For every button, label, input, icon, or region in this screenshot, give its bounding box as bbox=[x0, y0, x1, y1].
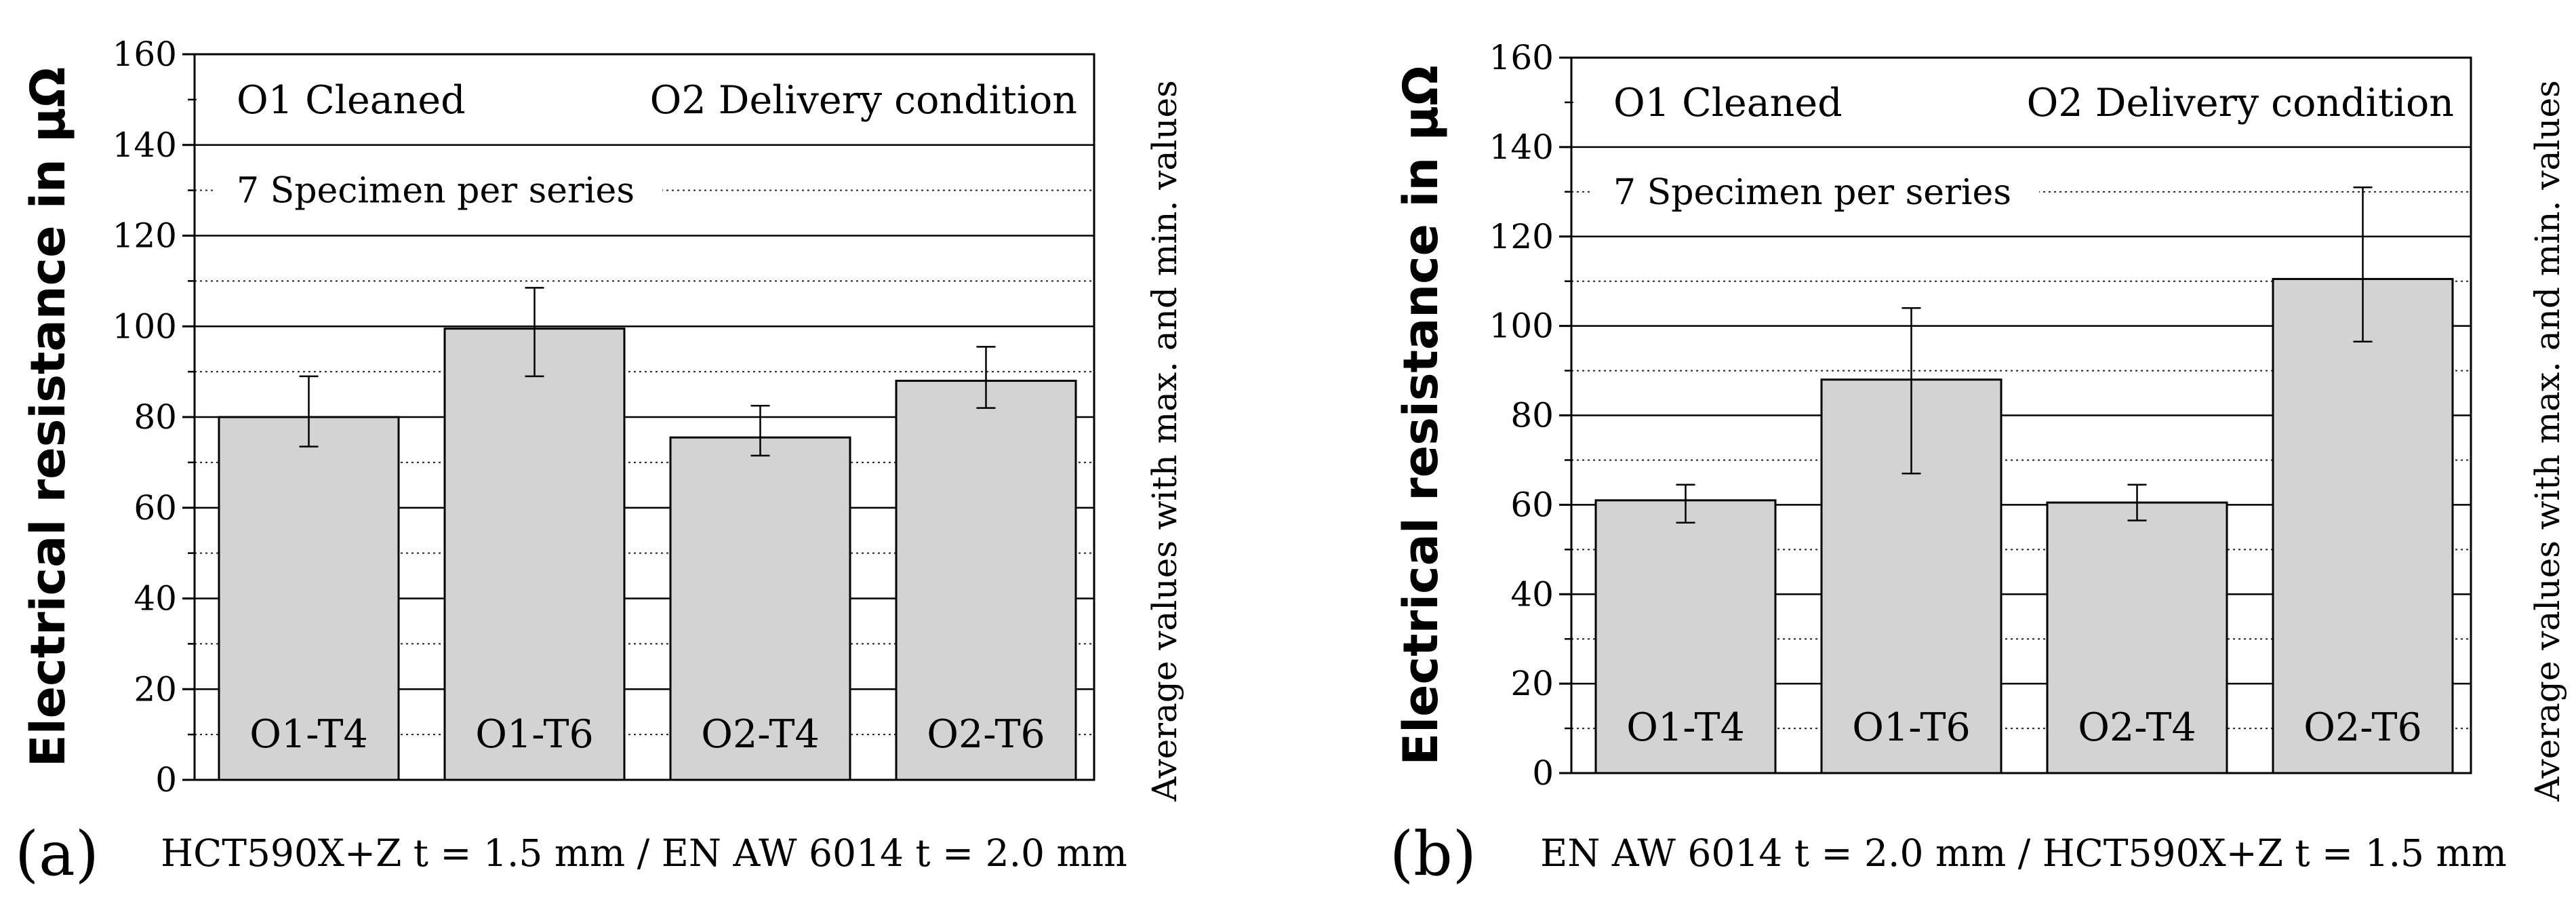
bar-o2-t6 bbox=[2272, 277, 2454, 774]
note-text: 7 Specimen per series bbox=[237, 171, 635, 212]
category-label: O2-T6 bbox=[927, 712, 1045, 757]
category-label: O2-T4 bbox=[701, 712, 820, 757]
category-label: O1-T6 bbox=[1852, 705, 1971, 750]
y-tick-label: 140 bbox=[1489, 127, 1554, 167]
panel-label: (b) bbox=[1390, 819, 1476, 890]
y-tick-label: 60 bbox=[134, 488, 177, 528]
bar-o1-t4 bbox=[218, 416, 400, 781]
bar-o2-t6 bbox=[895, 380, 1077, 781]
bar-o1-t6 bbox=[443, 328, 626, 781]
y-axis-label: Electrical resistance in μΩ bbox=[20, 67, 76, 767]
x-axis-label: HCT590X+Z t = 1.5 mm / EN AW 6014 t = 2.… bbox=[161, 831, 1127, 875]
x-axis-label: EN AW 6014 t = 2.0 mm / HCT590X+Z t = 1.… bbox=[1540, 831, 2507, 875]
y-tick-label: 80 bbox=[1510, 396, 1554, 435]
y-tick-label: 160 bbox=[1489, 38, 1554, 77]
y-tick-label: 120 bbox=[113, 216, 177, 256]
bar-o1-t4 bbox=[1594, 499, 1777, 774]
category-label: O2-T4 bbox=[2078, 705, 2196, 750]
y-tick-label: 80 bbox=[134, 397, 177, 437]
y-tick-label: 20 bbox=[134, 669, 177, 709]
category-label: O1-T4 bbox=[249, 712, 368, 757]
category-label: O1-T6 bbox=[475, 712, 594, 757]
note-background bbox=[215, 165, 662, 212]
y-tick-label: 40 bbox=[134, 579, 177, 618]
chart-panel-a: O1-T4 O1-T6 O2-T4 O2-T6 0 20 40 60 80 100 120 140 16… bbox=[15, 35, 1184, 890]
legend-band bbox=[197, 56, 1092, 144]
chart-panel-b: O1-T4 O1-T6 O2-T4 O2-T6 0 20 40 60 80 100 120 140 16… bbox=[1390, 38, 2567, 890]
category-label: O1-T4 bbox=[1626, 705, 1745, 750]
y-tick-label: 0 bbox=[1532, 753, 1554, 793]
y-tick-label: 100 bbox=[113, 307, 177, 346]
note-text: 7 Specimen per series bbox=[1613, 172, 2011, 213]
panel-label: (a) bbox=[15, 819, 99, 890]
y-tick-label: 120 bbox=[1489, 217, 1554, 256]
y-tick-label: 40 bbox=[1510, 574, 1554, 614]
y-tick-label: 160 bbox=[113, 35, 177, 74]
legend-left-text: O1 Cleaned bbox=[237, 78, 466, 123]
bar-o2-t4 bbox=[2046, 501, 2228, 774]
y-tick-label: 20 bbox=[1510, 664, 1554, 703]
y-axis-label: Electrical resistance in μΩ bbox=[1393, 65, 1449, 765]
y-tick-label: 140 bbox=[113, 125, 177, 165]
legend-band bbox=[1573, 60, 2469, 146]
y-tick-label: 100 bbox=[1489, 307, 1554, 346]
legend-right-text: O2 Delivery condition bbox=[650, 78, 1077, 123]
category-label: O2-T6 bbox=[2303, 705, 2422, 750]
legend-right-text: O2 Delivery condition bbox=[2027, 81, 2454, 125]
y-tick-label: 0 bbox=[155, 760, 177, 800]
legend-left-text: O1 Cleaned bbox=[1613, 81, 1843, 125]
bar-o2-t4 bbox=[669, 436, 851, 781]
right-axis-label: Average values with max. and min. values bbox=[1145, 80, 1184, 802]
note-background bbox=[1592, 167, 2039, 214]
y-tick-label: 60 bbox=[1510, 485, 1554, 524]
right-axis-label: Average values with max. and min. values bbox=[2528, 80, 2567, 802]
